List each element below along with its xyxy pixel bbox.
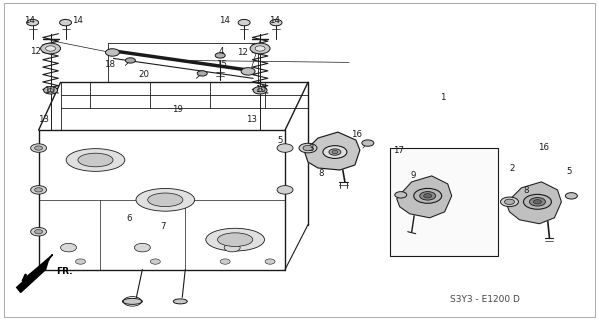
Ellipse shape [206,228,265,251]
Circle shape [241,68,255,75]
Circle shape [215,53,225,58]
Ellipse shape [78,153,113,167]
Circle shape [524,194,552,209]
Text: 17: 17 [392,146,404,155]
Ellipse shape [66,149,125,171]
Ellipse shape [217,233,253,246]
Text: 16: 16 [351,130,362,139]
Text: 8: 8 [524,186,530,195]
Polygon shape [17,255,53,292]
Text: 12: 12 [237,48,248,57]
Text: 10: 10 [44,86,55,95]
Circle shape [31,228,47,236]
Circle shape [255,46,265,51]
Circle shape [125,58,135,63]
Circle shape [41,43,60,54]
Circle shape [238,20,250,26]
Circle shape [265,259,275,264]
Circle shape [26,20,38,26]
Circle shape [59,20,71,26]
Text: FR.: FR. [56,267,73,276]
Text: 14: 14 [72,16,83,25]
Text: 18: 18 [104,60,115,69]
Text: 13: 13 [38,115,49,124]
Circle shape [46,46,56,51]
Text: 15: 15 [216,60,227,69]
Polygon shape [397,176,452,218]
Text: 14: 14 [24,16,35,25]
Polygon shape [507,182,561,224]
Circle shape [414,188,441,203]
Circle shape [277,186,293,194]
Text: 20: 20 [138,70,150,79]
Text: 2: 2 [510,164,515,173]
Circle shape [250,43,270,54]
Circle shape [299,143,317,153]
Text: S3Y3 - E1200 D: S3Y3 - E1200 D [450,295,520,304]
Circle shape [31,144,47,152]
Circle shape [35,188,43,192]
Circle shape [253,87,267,94]
Circle shape [197,71,207,76]
Text: 14: 14 [219,16,230,25]
Circle shape [565,193,577,199]
Circle shape [420,192,435,200]
Circle shape [60,244,77,252]
Bar [390,148,498,256]
Text: 13: 13 [246,115,257,124]
Circle shape [224,244,240,252]
Circle shape [35,229,43,234]
Text: 10: 10 [255,85,266,94]
Circle shape [395,192,407,198]
Circle shape [329,149,341,155]
Circle shape [362,140,374,146]
Circle shape [105,49,119,56]
Text: 1: 1 [440,93,446,102]
Circle shape [423,194,432,198]
Ellipse shape [148,193,183,207]
Circle shape [504,199,515,204]
Text: 16: 16 [538,143,549,152]
Circle shape [270,20,282,26]
Circle shape [323,146,347,158]
Text: 14: 14 [269,16,280,25]
Circle shape [332,150,338,154]
Text: 9: 9 [410,172,416,180]
Text: 19: 19 [171,105,183,114]
Circle shape [150,259,161,264]
Ellipse shape [122,298,143,304]
Text: 8: 8 [318,169,324,178]
Circle shape [277,144,293,152]
Text: 4: 4 [219,47,225,56]
Circle shape [31,186,47,194]
Circle shape [501,197,519,207]
Circle shape [44,87,58,94]
Ellipse shape [136,188,195,211]
Text: 7: 7 [161,222,166,231]
Circle shape [220,259,230,264]
Circle shape [134,244,150,252]
Text: 3: 3 [308,144,314,153]
Ellipse shape [173,299,187,304]
Circle shape [534,200,541,204]
Text: 5: 5 [567,167,573,176]
Text: 6: 6 [126,214,132,223]
Polygon shape [305,132,360,170]
Text: 12: 12 [30,47,41,56]
Circle shape [530,197,546,206]
Circle shape [35,146,43,150]
Circle shape [303,145,313,151]
Text: 5: 5 [277,136,283,145]
Circle shape [75,259,86,264]
